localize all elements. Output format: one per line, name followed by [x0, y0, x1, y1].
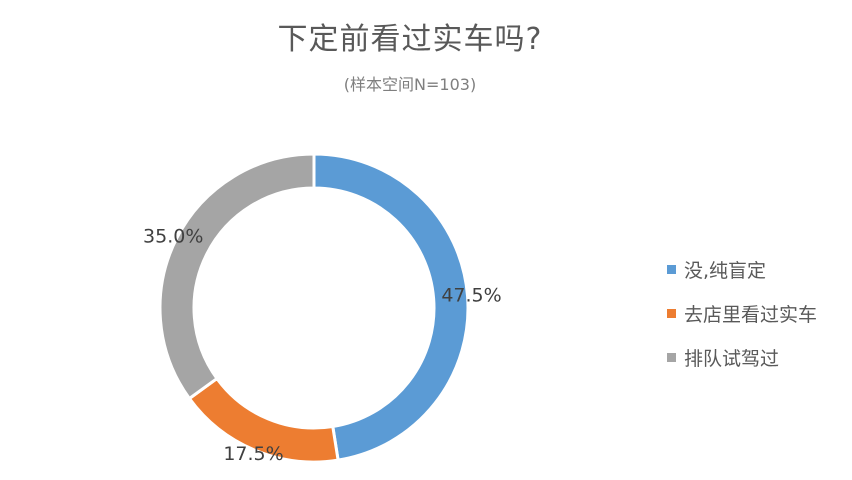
- slice-data-label: 35.0%: [143, 225, 203, 247]
- legend-item: 排队试驾过: [667, 335, 817, 379]
- slice-data-label: 47.5%: [441, 285, 501, 307]
- chart-title: 下定前看过实车吗?: [277, 22, 543, 57]
- legend-label: 去店里看过实车: [684, 303, 818, 326]
- legend-item: 去店里看过实车: [667, 291, 817, 335]
- chart-legend: 没,纯盲定去店里看过实车 排队试驾过: [667, 247, 817, 379]
- legend-swatch: [667, 264, 676, 274]
- legend-swatch: [667, 308, 676, 318]
- legend-label: 没,纯盲定: [684, 259, 767, 282]
- chart-subtitle: (样本空间N=103): [343, 75, 477, 94]
- doughnut-slice: [158, 152, 316, 401]
- legend-item: 没,纯盲定: [667, 247, 817, 291]
- doughnut-slice: [312, 152, 470, 462]
- slice-data-label: 17.5%: [223, 443, 283, 465]
- legend-swatch: [667, 352, 676, 362]
- legend-label: 排队试驾过: [684, 347, 780, 370]
